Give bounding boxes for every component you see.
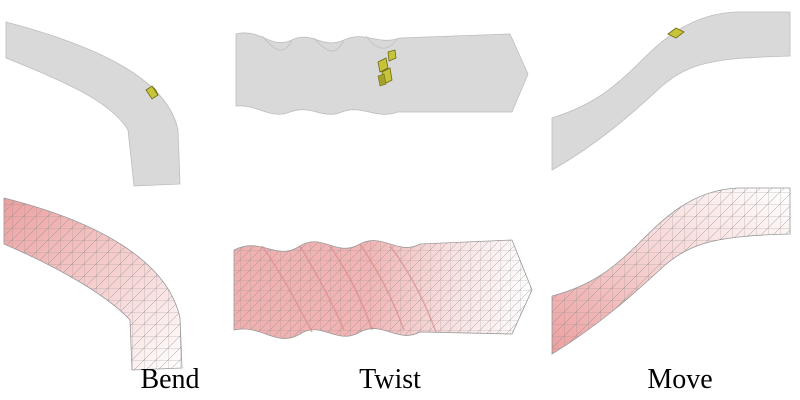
twist-mesh (233, 239, 533, 339)
caption-move: Move (647, 364, 713, 395)
caption-bend: Bend (140, 364, 200, 395)
move-column (551, 11, 791, 355)
bend-surface (5, 21, 181, 187)
bend-marker (145, 85, 159, 100)
twist-marker (377, 49, 397, 87)
move-mesh (551, 187, 791, 355)
move-marker (667, 27, 685, 39)
twist-column (233, 32, 533, 339)
bend-mesh (3, 197, 183, 371)
bend-column (3, 21, 183, 371)
move-surface (551, 11, 791, 171)
caption-twist: Twist (359, 364, 421, 395)
